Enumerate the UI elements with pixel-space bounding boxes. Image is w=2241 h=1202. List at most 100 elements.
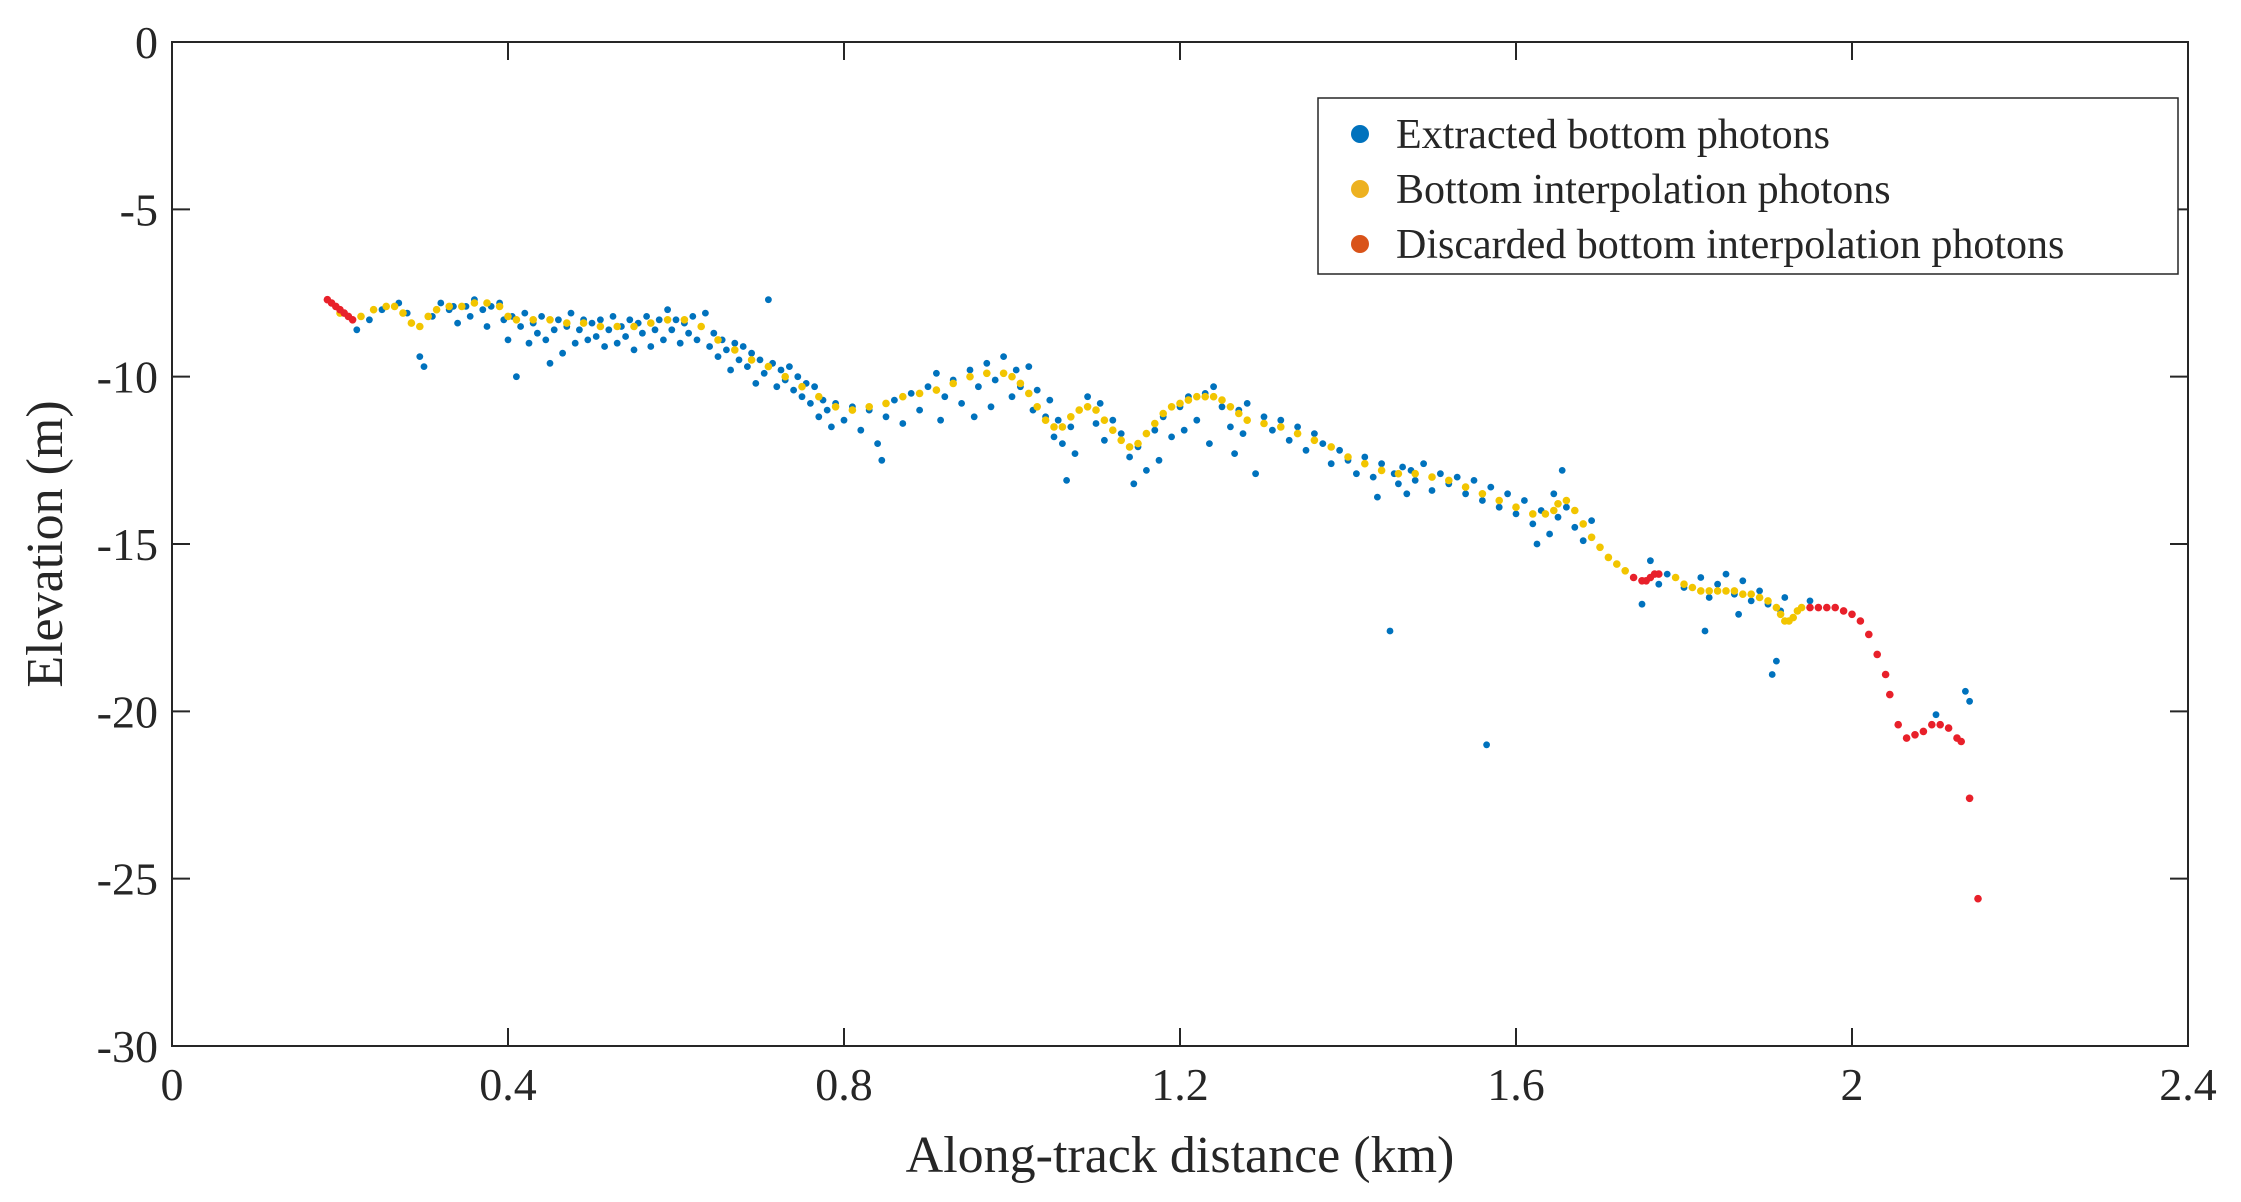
extracted-bottom-photon [1239, 430, 1247, 437]
extracted-bottom-photon [1437, 470, 1444, 478]
extracted-bottom-photon [1399, 463, 1406, 471]
extracted-bottom-photon [1109, 416, 1117, 424]
legend-marker-interpolation [1351, 180, 1369, 198]
extracted-bottom-photon [651, 326, 659, 334]
discarded-interpolation-photon [1894, 720, 1902, 729]
bottom-interpolation-photon [357, 312, 365, 321]
extracted-bottom-photon [1739, 577, 1747, 585]
extracted-bottom-photon [517, 323, 524, 330]
bottom-interpolation-photon [1361, 459, 1369, 468]
extracted-bottom-photon [1495, 503, 1503, 511]
bottom-interpolation-photon [432, 305, 441, 314]
bottom-interpolation-photon [529, 316, 537, 324]
extracted-bottom-photon [483, 323, 491, 330]
extracted-bottom-photon [1327, 460, 1335, 468]
bottom-interpolation-photon [1243, 416, 1251, 425]
bottom-interpolation-photon [1033, 403, 1041, 411]
extracted-bottom-photon [924, 383, 932, 391]
bottom-interpolation-photon [369, 305, 378, 314]
discarded-interpolation-photon [1814, 603, 1823, 612]
extracted-bottom-photon [748, 349, 755, 357]
extracted-bottom-photon [1932, 711, 1940, 719]
bottom-interpolation-photon [1680, 580, 1688, 588]
extracted-bottom-photon [1966, 697, 1973, 705]
extracted-bottom-photon [1050, 433, 1058, 441]
extracted-bottom-photon [1092, 420, 1100, 427]
x-tick-label: 0.8 [815, 1059, 873, 1110]
bottom-interpolation-photon [630, 322, 638, 331]
bottom-interpolation-photon [416, 322, 424, 331]
extracted-bottom-photon [987, 403, 995, 411]
bottom-interpolation-photon [1587, 533, 1596, 542]
extracted-bottom-photon [937, 416, 944, 424]
extracted-bottom-photon [1663, 570, 1671, 578]
bottom-interpolation-photon [1697, 587, 1705, 595]
bottom-interpolation-photon [1739, 590, 1747, 598]
extracted-bottom-photon [933, 369, 940, 377]
bottom-interpolation-photon [1008, 372, 1016, 381]
extracted-bottom-photon [1735, 610, 1742, 618]
bottom-interpolation-photon [882, 399, 890, 408]
extracted-bottom-photon [542, 336, 550, 344]
extracted-bottom-photon [353, 326, 361, 334]
bottom-interpolation-photon [983, 369, 991, 378]
extracted-bottom-photon [605, 326, 613, 334]
bottom-interpolation-photon [1092, 406, 1100, 414]
y-tick-label: -5 [120, 184, 158, 235]
bottom-interpolation-photon [1125, 443, 1134, 451]
discarded-interpolation-photon [1881, 670, 1890, 679]
extracted-bottom-photon [1101, 436, 1108, 444]
extracted-bottom-photon [672, 316, 680, 324]
extracted-bottom-photon [1155, 456, 1163, 464]
y-tick-label: -10 [97, 352, 158, 403]
extracted-bottom-photon [1126, 453, 1133, 461]
extracted-bottom-photon [1180, 426, 1188, 434]
bottom-interpolation-photon [1067, 413, 1075, 421]
extracted-bottom-photon [1756, 587, 1763, 595]
extracted-bottom-photon [420, 363, 428, 370]
extracted-bottom-photon [1117, 430, 1125, 437]
extracted-bottom-photon [639, 329, 646, 337]
bottom-interpolation-photon [1159, 409, 1167, 418]
bottom-interpolation-photon [390, 302, 399, 311]
extracted-bottom-photon [550, 326, 558, 334]
extracted-bottom-photon [1369, 473, 1377, 481]
bottom-interpolation-photon [915, 389, 924, 398]
bottom-interpolation-photon [1596, 543, 1604, 552]
bottom-interpolation-photon [1226, 403, 1235, 411]
bottom-interpolation-photon [663, 316, 672, 324]
extracted-bottom-photon [828, 423, 835, 431]
extracted-bottom-photon [1063, 477, 1070, 484]
extracted-bottom-photon [1533, 540, 1541, 548]
extracted-bottom-photon [1012, 366, 1020, 374]
extracted-bottom-photon [1193, 416, 1201, 424]
extracted-bottom-photon [571, 339, 579, 347]
extracted-bottom-photon [1025, 363, 1033, 370]
y-axis-label: Elevation (m) [17, 400, 74, 687]
bottom-interpolation-photon [999, 369, 1008, 378]
y-tick-label: -25 [97, 854, 158, 905]
bottom-interpolation-photon [1613, 560, 1621, 568]
bottom-interpolation-photon [1176, 399, 1184, 408]
extracted-bottom-photon [1302, 446, 1310, 454]
discarded-interpolation-photon [1919, 727, 1928, 736]
extracted-bottom-photon [727, 366, 734, 374]
bottom-interpolation-photon [1201, 392, 1209, 401]
extracted-bottom-photon [1504, 490, 1511, 498]
bottom-interpolation-photon [1550, 506, 1558, 515]
discarded-interpolation-photon [1831, 603, 1839, 612]
bottom-interpolation-photon [407, 319, 416, 327]
extracted-bottom-photon [1747, 597, 1755, 605]
extracted-bottom-photon [1487, 483, 1495, 491]
extracted-bottom-photon [1697, 574, 1705, 581]
bottom-interpolation-photon [815, 392, 823, 401]
extracted-bottom-photon [1143, 467, 1150, 474]
extracted-bottom-photon [521, 309, 529, 317]
extracted-bottom-photon [534, 329, 541, 337]
extracted-bottom-photon [676, 339, 684, 347]
extracted-bottom-photon [941, 393, 949, 401]
extracted-bottom-photon [626, 316, 634, 324]
bottom-interpolation-photon [504, 312, 512, 321]
bottom-interpolation-photon [512, 316, 521, 324]
extracted-bottom-photon [1008, 393, 1016, 401]
